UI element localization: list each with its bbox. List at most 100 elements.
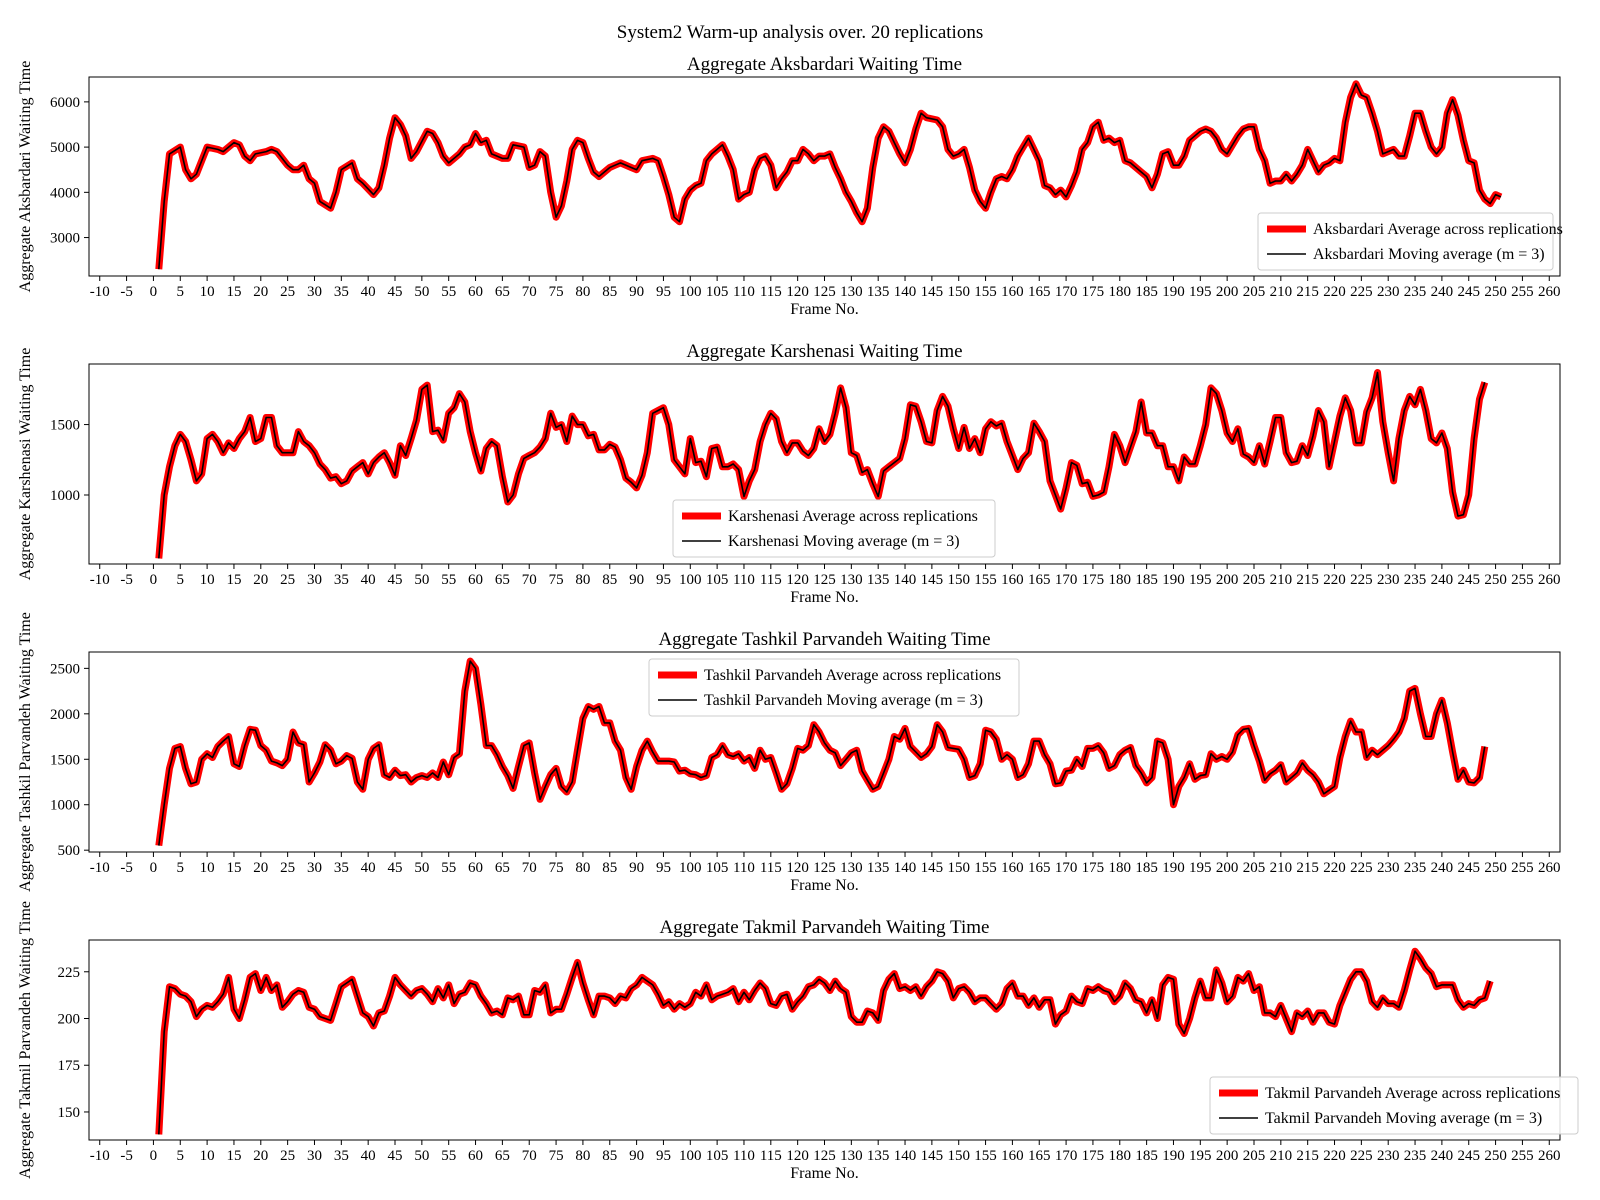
x-tick-label: 205 xyxy=(1243,1148,1266,1164)
y-tick-label: 225 xyxy=(58,965,81,981)
x-tick-label: 40 xyxy=(361,860,376,876)
x-tick-label: 115 xyxy=(760,284,782,300)
x-tick-label: 95 xyxy=(656,284,671,300)
x-tick-label: 75 xyxy=(549,284,564,300)
x-tick-label: 70 xyxy=(522,572,537,588)
x-tick-label: -10 xyxy=(90,860,110,876)
x-tick-label: 145 xyxy=(921,572,944,588)
legend: Aksbardari Average across replications Ak… xyxy=(1257,212,1563,271)
x-tick-label: 30 xyxy=(307,860,322,876)
x-tick-label: 35 xyxy=(334,284,349,300)
y-axis-label: Aggregate Tashkil Parvandeh Waiting Time xyxy=(17,612,34,892)
legend: Tashkil Parvandeh Average across replica… xyxy=(648,658,1020,717)
x-tick-label: 40 xyxy=(361,1148,376,1164)
x-tick-label: 210 xyxy=(1270,1148,1293,1164)
subplot-2: Aggregate Karshenasi Waiting Time -10 -5 0 5… xyxy=(17,341,1561,606)
x-tick-label: 85 xyxy=(602,860,617,876)
x-tick-label: 5 xyxy=(177,572,185,588)
x-tick-label: 185 xyxy=(1135,284,1158,300)
x-tick-label: 80 xyxy=(575,572,590,588)
x-tick-label: 100 xyxy=(679,572,702,588)
x-tick-label: 225 xyxy=(1350,284,1373,300)
x-tick-label: 135 xyxy=(867,572,890,588)
x-tick-label: 210 xyxy=(1270,572,1293,588)
y-tick-label: 6000 xyxy=(50,95,80,111)
x-tick-label: 150 xyxy=(947,572,970,588)
x-tick-label: 120 xyxy=(786,1148,809,1164)
x-tick-label: 15 xyxy=(226,860,241,876)
legend-box xyxy=(672,499,996,558)
x-tick-label: -5 xyxy=(120,284,133,300)
x-tick-label: 135 xyxy=(867,860,890,876)
x-tick-label: 165 xyxy=(1028,284,1051,300)
x-tick-label: 215 xyxy=(1296,284,1319,300)
x-tick-label: 135 xyxy=(867,284,890,300)
x-tick-label: 125 xyxy=(813,572,836,588)
x-tick-label: 10 xyxy=(200,284,215,300)
x-tick-label: 45 xyxy=(388,572,403,588)
x-tick-label: 90 xyxy=(629,572,644,588)
x-tick-label: 140 xyxy=(894,1148,917,1164)
x-tick-label: 20 xyxy=(253,1148,268,1164)
y-axis-label: Aggregate Karshenasi Waiting Time xyxy=(17,348,34,581)
x-tick-label: 65 xyxy=(495,572,510,588)
x-tick-label: 80 xyxy=(575,1148,590,1164)
x-tick-label: 245 xyxy=(1457,1148,1480,1164)
x-tick-label: 30 xyxy=(307,572,322,588)
x-tick-label: 65 xyxy=(495,1148,510,1164)
x-tick-label: 150 xyxy=(947,284,970,300)
x-tick-label: 100 xyxy=(679,1148,702,1164)
legend-label-average: Tashkil Parvandeh Average across replica… xyxy=(704,667,1001,684)
x-tick-label: 185 xyxy=(1135,1148,1158,1164)
y-tick-label: 1500 xyxy=(50,418,80,434)
x-tick-label: 90 xyxy=(629,860,644,876)
x-tick-label: 150 xyxy=(947,860,970,876)
x-tick-label: 115 xyxy=(760,1148,782,1164)
x-tick-label: 250 xyxy=(1484,284,1507,300)
y-tick-label: 150 xyxy=(58,1105,81,1121)
x-tick-label: 255 xyxy=(1511,1148,1534,1164)
y-tick-label: 2000 xyxy=(50,707,80,723)
x-tick-label: 75 xyxy=(549,572,564,588)
x-tick-label: 215 xyxy=(1296,572,1319,588)
x-tick-label: 175 xyxy=(1082,284,1105,300)
subplot-3: Aggregate Tashkil Parvandeh Waiting Time… xyxy=(17,612,1561,894)
x-tick-label: 180 xyxy=(1109,572,1132,588)
legend-box xyxy=(1257,212,1554,271)
x-tick-label: 250 xyxy=(1484,860,1507,876)
x-tick-label: 245 xyxy=(1457,284,1480,300)
x-tick-label: 125 xyxy=(813,1148,836,1164)
x-tick-label: 35 xyxy=(334,1148,349,1164)
subplot-title: Aggregate Karshenasi Waiting Time xyxy=(686,341,962,362)
y-tick-label: 500 xyxy=(58,843,81,859)
x-axis-label: Frame No. xyxy=(790,301,858,318)
x-tick-label: 105 xyxy=(706,860,729,876)
legend-label-moving: Takmil Parvandeh Moving average (m = 3) xyxy=(1265,1110,1542,1127)
x-tick-label: 190 xyxy=(1162,572,1185,588)
x-tick-label: 250 xyxy=(1484,572,1507,588)
x-tick-label: 50 xyxy=(414,284,429,300)
legend-label-moving: Tashkil Parvandeh Moving average (m = 3) xyxy=(704,692,983,709)
x-tick-label: 75 xyxy=(549,860,564,876)
x-tick-label: 85 xyxy=(602,1148,617,1164)
x-axis-label: Frame No. xyxy=(790,877,858,894)
x-tick-label: 70 xyxy=(522,284,537,300)
subplots: Aggregate Aksbardari Waiting Time -10 -5 0 5… xyxy=(17,54,1579,1182)
x-tick-label: 200 xyxy=(1216,284,1239,300)
x-tick-label: 45 xyxy=(388,1148,403,1164)
x-tick-label: 55 xyxy=(441,1148,456,1164)
x-tick-label: 50 xyxy=(414,860,429,876)
x-tick-label: 160 xyxy=(1001,1148,1024,1164)
x-tick-label: 55 xyxy=(441,284,456,300)
x-tick-label: 210 xyxy=(1270,284,1293,300)
x-tick-label: 220 xyxy=(1323,572,1346,588)
x-tick-label: -5 xyxy=(120,860,133,876)
x-tick-label: 160 xyxy=(1001,284,1024,300)
x-tick-label: 240 xyxy=(1431,1148,1454,1164)
legend-label-average: Takmil Parvandeh Average across replicat… xyxy=(1265,1085,1560,1102)
x-tick-label: 30 xyxy=(307,284,322,300)
x-tick-label: 255 xyxy=(1511,572,1534,588)
x-tick-label: 235 xyxy=(1404,284,1427,300)
series-moving-average-line xyxy=(158,950,1491,1135)
subplot-4: Aggregate Takmil Parvandeh Waiting Time -… xyxy=(17,901,1579,1182)
